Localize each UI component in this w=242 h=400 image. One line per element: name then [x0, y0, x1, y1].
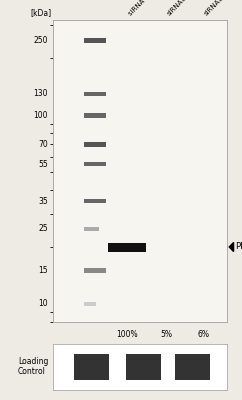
Bar [84, 113, 106, 118]
Bar [84, 226, 99, 231]
Bar [84, 199, 106, 204]
Text: 250: 250 [33, 36, 48, 45]
Text: 25: 25 [38, 224, 48, 233]
Bar [108, 243, 146, 252]
Polygon shape [229, 242, 234, 252]
Text: Loading
Control: Loading Control [18, 357, 48, 376]
Bar [84, 142, 106, 147]
Bar [126, 354, 161, 380]
Text: 130: 130 [33, 89, 48, 98]
Text: 15: 15 [38, 266, 48, 275]
Bar [74, 354, 109, 380]
Bar [84, 268, 106, 273]
Bar [84, 162, 106, 166]
Text: siRNA ctrl: siRNA ctrl [127, 0, 156, 17]
Bar [84, 38, 106, 42]
Text: siRNA#1: siRNA#1 [166, 0, 192, 17]
Text: 55: 55 [38, 160, 48, 169]
Text: [kDa]: [kDa] [30, 8, 52, 17]
Bar [84, 302, 96, 306]
Text: 6%: 6% [197, 330, 209, 338]
Text: 5%: 5% [160, 330, 173, 338]
Text: 35: 35 [38, 197, 48, 206]
Text: 10: 10 [38, 299, 48, 308]
Bar [175, 354, 210, 380]
Text: 70: 70 [38, 140, 48, 149]
Text: 100%: 100% [116, 330, 138, 338]
Text: siRNA#2: siRNA#2 [203, 0, 229, 17]
Text: 100: 100 [33, 111, 48, 120]
Bar [84, 92, 106, 96]
Text: PPIB: PPIB [235, 242, 242, 252]
